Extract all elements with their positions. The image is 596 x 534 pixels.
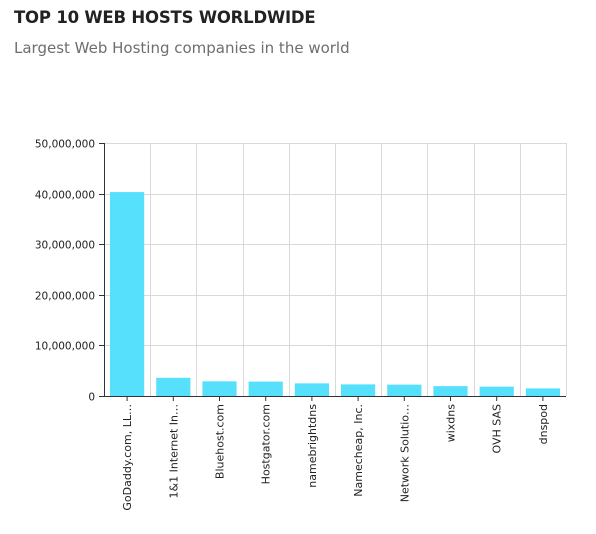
y-tick-label: 50,000,000 xyxy=(35,139,95,151)
x-tick-label: GoDaddy.com, LL… xyxy=(121,404,134,511)
axes xyxy=(99,143,566,401)
x-tick-label: dnspod xyxy=(537,404,550,444)
y-tick-label: 10,000,000 xyxy=(35,341,95,353)
chart-subtitle: Largest Web Hosting companies in the wor… xyxy=(14,39,350,57)
x-tick-label: OVH SAS xyxy=(491,404,504,453)
x-tick-label: namebrightdns xyxy=(306,404,319,488)
grid-lines xyxy=(104,143,567,396)
bar[interactable] xyxy=(525,388,560,396)
bar[interactable] xyxy=(294,383,329,396)
bar[interactable] xyxy=(341,384,376,396)
bar[interactable] xyxy=(248,381,283,396)
bar[interactable] xyxy=(387,384,422,396)
y-axis-tick-labels: 0 10,000,000 20,000,000 30,000,000 40,000,00… xyxy=(35,139,95,404)
y-tick-label: 30,000,000 xyxy=(35,240,95,252)
x-tick-label: 1&1 Internet In… xyxy=(167,404,180,498)
x-tick-label: Namecheap, Inc. xyxy=(352,404,365,497)
x-tick-label: Network Solutio… xyxy=(398,404,411,502)
bar[interactable] xyxy=(156,377,191,396)
bars xyxy=(110,192,560,396)
y-tick-label: 40,000,000 xyxy=(35,190,95,202)
x-tick-label: Hostgator.com xyxy=(260,404,273,484)
bar[interactable] xyxy=(479,386,514,396)
bar[interactable] xyxy=(110,192,145,396)
chart-title: TOP 10 WEB HOSTS WORLDWIDE xyxy=(14,8,316,27)
y-tick-label: 0 xyxy=(88,392,95,404)
x-axis-tick-labels: GoDaddy.com, LL… 1&1 Internet In… Bluehost… xyxy=(121,404,550,511)
bar[interactable] xyxy=(433,386,468,396)
x-tick-label: wixdns xyxy=(445,404,458,443)
bar[interactable] xyxy=(202,381,237,396)
y-tick-label: 20,000,000 xyxy=(35,291,95,303)
x-tick-label: Bluehost.com xyxy=(214,404,227,479)
